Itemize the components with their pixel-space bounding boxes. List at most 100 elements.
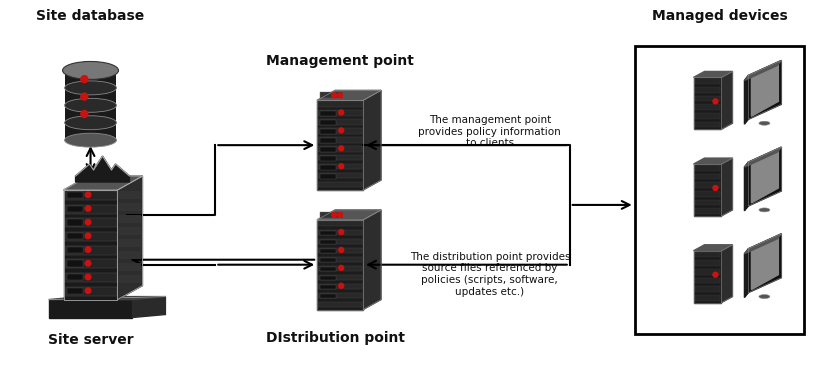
Bar bbox=[318, 266, 362, 271]
Bar bbox=[318, 284, 362, 289]
Circle shape bbox=[712, 272, 717, 277]
Polygon shape bbox=[317, 210, 381, 220]
Polygon shape bbox=[744, 249, 748, 297]
Circle shape bbox=[85, 260, 91, 266]
Bar bbox=[694, 286, 720, 292]
Bar bbox=[694, 165, 720, 171]
Bar bbox=[318, 182, 362, 187]
Bar bbox=[319, 293, 336, 298]
Circle shape bbox=[338, 110, 343, 115]
Bar bbox=[694, 260, 720, 266]
Bar bbox=[318, 248, 362, 253]
Polygon shape bbox=[317, 90, 381, 100]
Bar bbox=[694, 295, 720, 300]
Circle shape bbox=[81, 75, 88, 83]
Bar bbox=[694, 87, 720, 92]
Bar bbox=[318, 146, 362, 152]
Polygon shape bbox=[363, 210, 381, 310]
Circle shape bbox=[338, 265, 343, 270]
Bar bbox=[319, 267, 336, 271]
Bar bbox=[318, 137, 362, 142]
Bar bbox=[119, 215, 142, 223]
Bar bbox=[318, 119, 362, 125]
Bar bbox=[694, 278, 720, 283]
Bar bbox=[318, 257, 362, 262]
Polygon shape bbox=[748, 234, 781, 293]
Polygon shape bbox=[48, 297, 165, 300]
Bar bbox=[694, 208, 720, 214]
Polygon shape bbox=[744, 75, 748, 124]
Circle shape bbox=[338, 128, 343, 133]
Circle shape bbox=[85, 206, 91, 211]
Bar bbox=[318, 239, 362, 244]
Bar bbox=[694, 96, 720, 101]
Bar bbox=[694, 269, 720, 275]
Circle shape bbox=[712, 99, 717, 104]
Polygon shape bbox=[48, 300, 133, 317]
Polygon shape bbox=[748, 147, 781, 206]
Bar bbox=[694, 191, 720, 196]
Ellipse shape bbox=[65, 133, 116, 147]
Bar bbox=[318, 164, 362, 169]
Bar bbox=[119, 251, 142, 259]
Bar bbox=[119, 239, 142, 247]
Polygon shape bbox=[64, 190, 117, 300]
Bar bbox=[119, 227, 142, 235]
Bar bbox=[65, 218, 117, 227]
Bar bbox=[694, 113, 720, 118]
Bar bbox=[66, 219, 83, 226]
Bar bbox=[65, 246, 117, 255]
Bar bbox=[119, 263, 142, 271]
Ellipse shape bbox=[758, 295, 769, 299]
Polygon shape bbox=[744, 147, 781, 167]
Circle shape bbox=[338, 248, 343, 252]
Circle shape bbox=[337, 212, 342, 218]
Ellipse shape bbox=[65, 98, 116, 112]
Polygon shape bbox=[750, 150, 777, 203]
Ellipse shape bbox=[65, 64, 116, 77]
Bar bbox=[65, 259, 117, 268]
Polygon shape bbox=[363, 90, 381, 190]
Circle shape bbox=[331, 93, 337, 98]
Polygon shape bbox=[721, 158, 731, 216]
Bar bbox=[319, 212, 342, 218]
Bar bbox=[66, 274, 83, 280]
Bar bbox=[694, 199, 720, 205]
Bar bbox=[318, 173, 362, 178]
Bar bbox=[319, 249, 336, 253]
Polygon shape bbox=[693, 71, 731, 77]
Bar bbox=[65, 287, 117, 296]
Bar bbox=[318, 221, 362, 226]
Ellipse shape bbox=[65, 116, 116, 130]
Bar bbox=[318, 110, 362, 116]
Polygon shape bbox=[748, 60, 781, 119]
Polygon shape bbox=[693, 245, 731, 251]
Polygon shape bbox=[744, 234, 781, 254]
Bar bbox=[119, 275, 142, 283]
Circle shape bbox=[338, 229, 343, 235]
Polygon shape bbox=[693, 251, 721, 303]
Bar bbox=[319, 156, 336, 161]
Polygon shape bbox=[721, 245, 731, 303]
Text: Site server: Site server bbox=[48, 333, 133, 347]
Bar bbox=[318, 293, 362, 298]
Bar bbox=[65, 273, 117, 282]
Ellipse shape bbox=[62, 61, 119, 80]
Circle shape bbox=[337, 93, 342, 98]
Bar bbox=[66, 288, 83, 294]
Bar bbox=[694, 182, 720, 188]
Circle shape bbox=[85, 288, 91, 293]
Circle shape bbox=[85, 274, 91, 280]
Circle shape bbox=[338, 146, 343, 151]
Circle shape bbox=[338, 164, 343, 169]
Circle shape bbox=[85, 219, 91, 225]
Bar bbox=[66, 260, 83, 267]
Polygon shape bbox=[64, 176, 143, 190]
Bar bbox=[66, 247, 83, 253]
Bar bbox=[66, 233, 83, 239]
Bar bbox=[319, 129, 336, 134]
Polygon shape bbox=[750, 237, 777, 290]
Bar bbox=[634, 46, 803, 334]
Bar bbox=[319, 138, 336, 143]
Ellipse shape bbox=[758, 121, 769, 125]
